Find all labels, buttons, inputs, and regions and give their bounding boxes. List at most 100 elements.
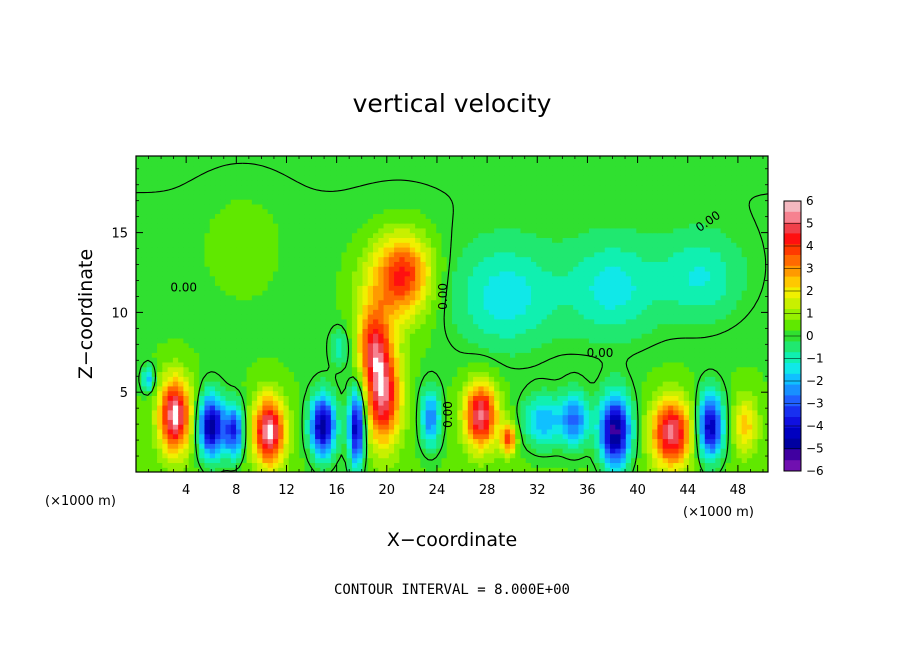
- heatmap-cell: [457, 390, 464, 396]
- heatmap-cell: [357, 452, 364, 459]
- heatmap-cell: [525, 270, 532, 277]
- heatmap-cell: [309, 395, 316, 401]
- heatmap-cell: [531, 323, 537, 329]
- heatmap-cell: [662, 433, 669, 440]
- heatmap-cell: [162, 318, 169, 325]
- heatmap-cell: [383, 352, 390, 358]
- heatmap-cell: [504, 270, 511, 277]
- heatmap-cell: [536, 385, 543, 392]
- heatmap-cell: [741, 433, 748, 440]
- heatmap-cell: [710, 318, 716, 325]
- heatmap-cell: [667, 347, 674, 353]
- heatmap-cell: [367, 414, 374, 420]
- heatmap-cell: [136, 385, 142, 392]
- heatmap-cell: [225, 318, 232, 325]
- heatmap-cell: [720, 433, 727, 440]
- heatmap-cell: [683, 414, 690, 420]
- heatmap-cell: [546, 347, 553, 353]
- heatmap-cell: [541, 443, 548, 449]
- heatmap-cell: [573, 280, 579, 286]
- heatmap-cell: [394, 333, 400, 339]
- heatmap-cell: [267, 414, 274, 420]
- heatmap-cell: [720, 314, 727, 320]
- heatmap-cell: [673, 309, 680, 315]
- heatmap-cell: [573, 294, 579, 301]
- heatmap-cell: [278, 280, 285, 286]
- heatmap-cell: [399, 337, 406, 344]
- heatmap-cell: [294, 314, 300, 320]
- heatmap-cell: [262, 433, 269, 440]
- heatmap-cell: [731, 275, 737, 282]
- heatmap-cell: [594, 428, 601, 435]
- heatmap-cell: [599, 333, 606, 339]
- heatmap-cell: [667, 275, 674, 282]
- heatmap-cell: [625, 433, 632, 440]
- heatmap-cell: [699, 304, 706, 310]
- heatmap-cell: [441, 452, 448, 459]
- heatmap-cell: [689, 366, 695, 373]
- heatmap-cell: [330, 428, 337, 435]
- heatmap-cell: [304, 433, 311, 440]
- heatmap-cell: [446, 333, 453, 339]
- heatmap-cell: [457, 400, 464, 406]
- heatmap-cell: [610, 361, 616, 368]
- heatmap-cell: [741, 457, 748, 464]
- heatmap-cell: [689, 304, 695, 310]
- heatmap-cell: [657, 280, 664, 286]
- heatmap-cell: [694, 347, 701, 353]
- heatmap-cell: [720, 333, 727, 339]
- heatmap-cell: [404, 323, 411, 329]
- heatmap-cell: [620, 361, 627, 368]
- heatmap-cell: [562, 404, 569, 411]
- heatmap-cell: [315, 347, 321, 353]
- heatmap-cell: [457, 342, 464, 349]
- heatmap-cell: [357, 352, 364, 358]
- heatmap-cell: [394, 342, 400, 349]
- heatmap-cell: [162, 337, 169, 344]
- heatmap-cell: [383, 285, 390, 291]
- heatmap-cell: [762, 467, 768, 472]
- heatmap-cell: [436, 404, 443, 411]
- heatmap-cell: [204, 457, 211, 464]
- heatmap-cell: [641, 352, 648, 358]
- heatmap-cell: [720, 285, 727, 291]
- heatmap-cell: [509, 342, 516, 349]
- heatmap-cell: [320, 347, 327, 353]
- heatmap-cell: [415, 443, 421, 449]
- heatmap-cell: [704, 357, 711, 363]
- heatmap-cell: [457, 361, 464, 368]
- heatmap-cell: [725, 304, 732, 310]
- heatmap-cell: [167, 294, 174, 301]
- heatmap-cell: [610, 462, 616, 468]
- heatmap-cell: [536, 280, 543, 286]
- heatmap-cell: [541, 467, 548, 472]
- heatmap-cell: [457, 304, 464, 310]
- heatmap-cell: [146, 467, 153, 472]
- heatmap-cell: [304, 452, 311, 459]
- heatmap-cell: [178, 414, 184, 420]
- heatmap-cell: [230, 376, 237, 382]
- heatmap-cell: [262, 304, 269, 310]
- heatmap-cell: [541, 294, 548, 301]
- heatmap-cell: [646, 342, 653, 349]
- heatmap-cell: [336, 376, 342, 382]
- heatmap-cell: [304, 361, 311, 368]
- heatmap-cell: [294, 371, 300, 377]
- heatmap-cell: [336, 318, 342, 325]
- heatmap-cell: [157, 409, 163, 416]
- heatmap-cell: [594, 366, 601, 373]
- heatmap-cell: [357, 467, 364, 472]
- heatmap-cell: [494, 342, 500, 349]
- heatmap-cell: [467, 290, 474, 296]
- heatmap-cell: [488, 395, 495, 401]
- heatmap-cell: [462, 433, 469, 440]
- heatmap-cell: [146, 424, 153, 430]
- heatmap-cell: [504, 404, 511, 411]
- heatmap-cell: [415, 414, 421, 420]
- heatmap-cell: [146, 323, 153, 329]
- heatmap-cell: [673, 400, 680, 406]
- heatmap-cell: [362, 290, 369, 296]
- heatmap-cell: [736, 280, 743, 286]
- heatmap-cell: [746, 467, 753, 472]
- heatmap-cell: [272, 438, 279, 444]
